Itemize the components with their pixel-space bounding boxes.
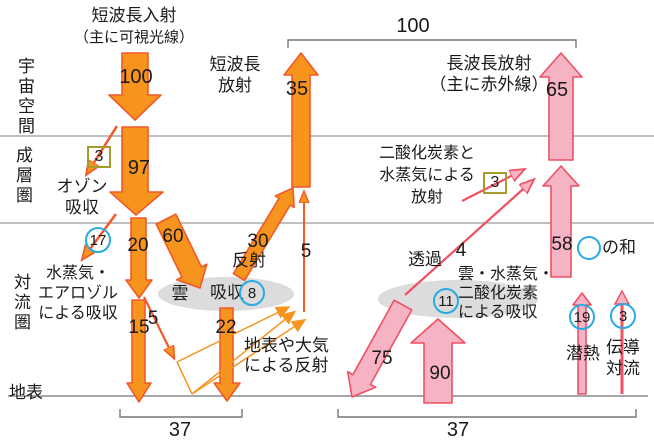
top-total-bracket — [287, 39, 577, 48]
incident-subtitle: （主に可視光線） — [73, 29, 194, 46]
value-35: 35 — [285, 78, 309, 100]
surface-longwave-bracket — [337, 409, 637, 418]
value-37-shortwave: 37 — [168, 419, 192, 441]
label-latent-heat: 潜熱 — [566, 344, 600, 363]
region-label-surface: 地表 — [9, 383, 43, 402]
arrow-35-up — [283, 52, 319, 188]
brackets — [119, 39, 637, 418]
reflect-line-1 — [176, 308, 287, 363]
label-cloud-absorb: 吸収 — [210, 283, 244, 302]
value-4: 4 — [455, 240, 467, 261]
value-ozone-3-box: 3 — [87, 146, 111, 168]
value-65: 65 — [545, 79, 569, 101]
value-8-circled: 8 — [239, 280, 265, 306]
label-sum-of-circles: の和 — [602, 238, 636, 257]
arrow-30-reflect — [232, 187, 295, 282]
arrow-58-up — [542, 165, 580, 278]
arrow-co2-radiation-3 — [461, 171, 521, 202]
value-3-conduction-circled: 3 — [610, 303, 636, 329]
value-90: 90 — [429, 363, 451, 384]
label-shortwave-out: 短波長 放射 — [209, 55, 261, 95]
value-co2-3-box: 3 — [483, 172, 507, 194]
value-5-down: 5 — [147, 308, 159, 329]
arrow-incident-100 — [108, 52, 162, 121]
arrow-90-up — [410, 318, 466, 404]
arrow-22 — [213, 307, 241, 402]
label-conduction-convection: 伝導 対流 — [606, 338, 640, 378]
value-58: 58 — [551, 234, 573, 255]
value-97: 97 — [127, 157, 151, 179]
arrow-20 — [125, 217, 153, 299]
label-ozone-absorption: オゾン 吸収 — [56, 177, 108, 217]
value-30: 30 — [247, 231, 269, 252]
arrow-5-down — [143, 296, 173, 356]
value-17-circled: 17 — [85, 227, 111, 253]
label-transmission: 透過 — [408, 250, 442, 269]
label-surface-reflection: 地表や大気 による反射 — [244, 336, 329, 375]
value-incident-100: 100 — [119, 66, 153, 88]
value-20: 20 — [127, 235, 149, 256]
label-vapor-aerosol-absorption: 水蒸気・ エアロゾル による吸収 — [37, 265, 118, 322]
incident-title: 短波長入射 — [91, 6, 177, 25]
value-19-circled: 19 — [569, 304, 595, 330]
arrow-15 — [126, 299, 152, 403]
sum-circle-icon — [577, 236, 601, 260]
label-cloud-vapor-co2-absorption: 雲・水蒸気・ 二酸化炭素 による吸収 — [458, 266, 555, 321]
region-label-space: 宇宙空間 — [15, 57, 34, 137]
value-5-up: 5 — [300, 241, 312, 262]
value-60: 60 — [162, 226, 184, 247]
region-label-troposphere: 対流圏 — [11, 273, 30, 333]
arrow-65-up — [539, 52, 583, 161]
value-total-out-100: 100 — [396, 15, 430, 37]
arrow-97 — [109, 126, 164, 216]
value-15: 15 — [128, 317, 150, 338]
reflect-line-down — [176, 361, 193, 395]
label-longwave-out: 長波長放射 （主に赤外線） — [429, 54, 549, 94]
reflect-line-2 — [191, 313, 293, 395]
value-37-longwave: 37 — [446, 419, 470, 441]
surface-shortwave-bracket — [119, 409, 243, 418]
region-label-stratosphere: 成層圏 — [13, 146, 32, 206]
shortwave-arrows — [108, 52, 319, 403]
arrow-75-down — [346, 299, 413, 398]
label-co2-vapor-radiation: 二酸化炭素と 水蒸気による 放射 — [378, 145, 475, 206]
arrow-60-to-cloud — [155, 213, 208, 289]
value-22: 22 — [215, 317, 237, 338]
value-11-circled: 11 — [433, 288, 459, 314]
label-reflection: 反射 — [232, 251, 266, 270]
reflect-line-3 — [191, 321, 303, 395]
value-75: 75 — [371, 348, 393, 369]
label-cloud: 雲 — [171, 284, 189, 303]
arrow-transmission-4 — [404, 182, 531, 296]
arrow-ozone-3 — [88, 125, 119, 172]
